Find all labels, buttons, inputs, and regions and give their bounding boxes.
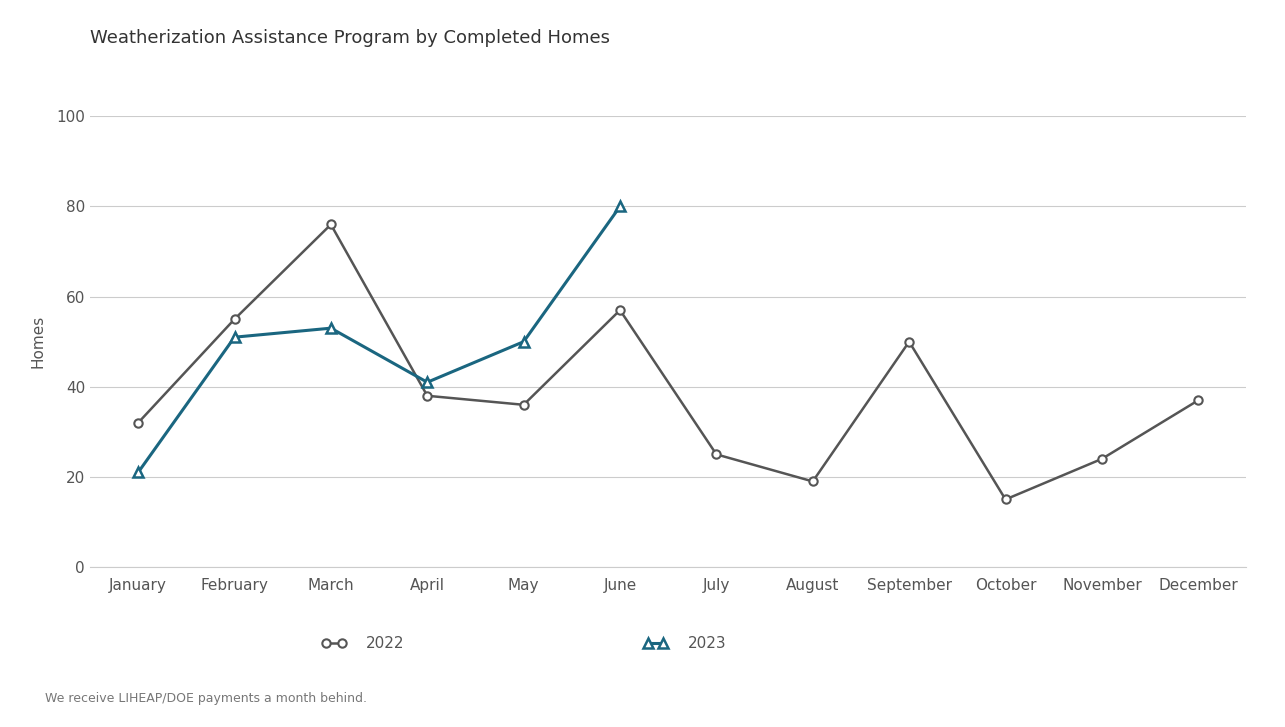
Text: 2023: 2023 bbox=[687, 636, 726, 651]
Text: 2022: 2022 bbox=[366, 636, 405, 651]
Y-axis label: Homes: Homes bbox=[30, 315, 45, 369]
Text: We receive LIHEAP/DOE payments a month behind.: We receive LIHEAP/DOE payments a month b… bbox=[45, 692, 368, 705]
Text: Weatherization Assistance Program by Completed Homes: Weatherization Assistance Program by Com… bbox=[90, 29, 610, 47]
